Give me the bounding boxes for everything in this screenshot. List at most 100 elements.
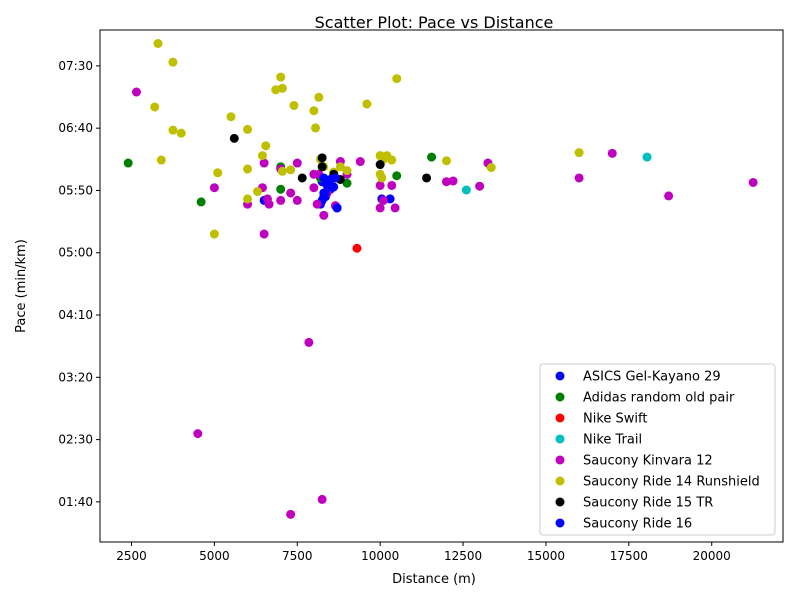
data-point (123, 158, 133, 168)
data-point (375, 160, 385, 170)
data-point (209, 183, 219, 193)
data-point (342, 166, 352, 176)
legend-marker (555, 476, 565, 486)
legend-label: Nike Trail (583, 433, 642, 448)
legend: ASICS Gel-Kayano 29 Adidas random old pai… (539, 363, 776, 536)
x-axis-label: Distance (m) (392, 572, 476, 587)
data-point (252, 186, 262, 196)
y-tick-label: 06:40 (58, 121, 93, 135)
data-point (259, 158, 269, 168)
data-point (392, 74, 402, 84)
plot-area-frame (99, 29, 784, 543)
series-7-points (319, 173, 342, 213)
x-tick-label: 20000 (693, 549, 731, 563)
data-point (475, 181, 485, 191)
data-point (375, 203, 385, 213)
data-point (131, 87, 141, 97)
data-point (342, 178, 352, 188)
x-axis: 2500 5000 7500 10000 12500 15000 17500 20000 (116, 542, 731, 563)
data-point (427, 152, 437, 162)
data-point (377, 173, 387, 183)
data-point (292, 195, 302, 205)
legend-label: Saucony Ride 15 TR (583, 496, 713, 511)
legend-label: ASICS Gel-Kayano 29 (583, 370, 721, 385)
data-point (153, 38, 163, 48)
data-point (664, 191, 674, 201)
x-tick-label: 12500 (444, 549, 482, 563)
data-point (259, 229, 269, 239)
data-point (352, 243, 362, 253)
data-point (276, 72, 286, 82)
y-tick-label: 05:00 (58, 246, 93, 260)
data-point (748, 177, 758, 187)
data-point (292, 158, 302, 168)
x-tick-label: 7500 (282, 549, 313, 563)
data-point (390, 203, 400, 213)
y-axis: 01:40 02:30 03:20 04:10 05:00 05:50 06:40 07:30 (58, 59, 100, 509)
data-point (213, 168, 223, 178)
data-point (309, 183, 319, 193)
data-point (319, 192, 329, 202)
data-point (243, 124, 253, 134)
legend-marker (555, 371, 565, 381)
data-point (378, 195, 388, 205)
data-point (168, 57, 178, 67)
data-point (461, 185, 471, 195)
data-point (327, 182, 337, 192)
data-point (193, 429, 203, 439)
y-tick-label: 05:50 (58, 183, 93, 197)
data-point (286, 509, 296, 519)
data-point (176, 128, 186, 138)
x-tick-label: 5000 (199, 549, 230, 563)
data-point (286, 188, 296, 198)
x-tick-label: 2500 (116, 549, 147, 563)
legend-marker (555, 434, 565, 444)
legend-box (539, 363, 776, 536)
data-point (441, 177, 451, 187)
data-point (243, 194, 253, 204)
data-point (387, 155, 397, 165)
data-point (286, 165, 296, 175)
y-tick-label: 07:30 (58, 59, 93, 73)
series-6-points (229, 133, 432, 184)
data-point (309, 106, 319, 116)
data-point (156, 155, 166, 165)
x-tick-label: 15000 (527, 549, 565, 563)
legend-label: Saucony Ride 14 Runshield (583, 475, 760, 490)
y-tick-label: 04:10 (58, 308, 93, 322)
data-point (317, 153, 327, 163)
data-point (264, 199, 274, 209)
data-point (229, 133, 239, 143)
data-point (196, 197, 206, 207)
data-points (123, 38, 758, 519)
data-point (289, 100, 299, 110)
data-point (486, 163, 496, 173)
data-point (243, 164, 253, 174)
data-point (312, 199, 322, 209)
data-point (277, 83, 287, 93)
data-point (317, 494, 327, 504)
data-point (319, 210, 329, 220)
x-tick-label: 10000 (361, 549, 399, 563)
data-point (317, 162, 327, 172)
y-tick-label: 02:30 (58, 433, 93, 447)
data-point (332, 203, 342, 213)
legend-marker (555, 392, 565, 402)
legend-label: Saucony Ride 16 (583, 517, 692, 532)
data-point (448, 176, 458, 186)
legend-label: Saucony Kinvara 12 (583, 454, 713, 469)
data-point (375, 180, 385, 190)
legend-label: Adidas random old pair (583, 391, 735, 406)
data-point (311, 123, 321, 133)
series-3-points (461, 152, 652, 195)
data-point (168, 125, 178, 135)
data-point (355, 157, 365, 167)
data-point (335, 162, 345, 172)
data-point (297, 173, 307, 183)
y-tick-label: 03:20 (58, 370, 93, 384)
legend-marker (555, 455, 565, 465)
data-point (422, 173, 432, 183)
legend-label: Nike Swift (583, 412, 647, 427)
data-point (226, 112, 236, 122)
